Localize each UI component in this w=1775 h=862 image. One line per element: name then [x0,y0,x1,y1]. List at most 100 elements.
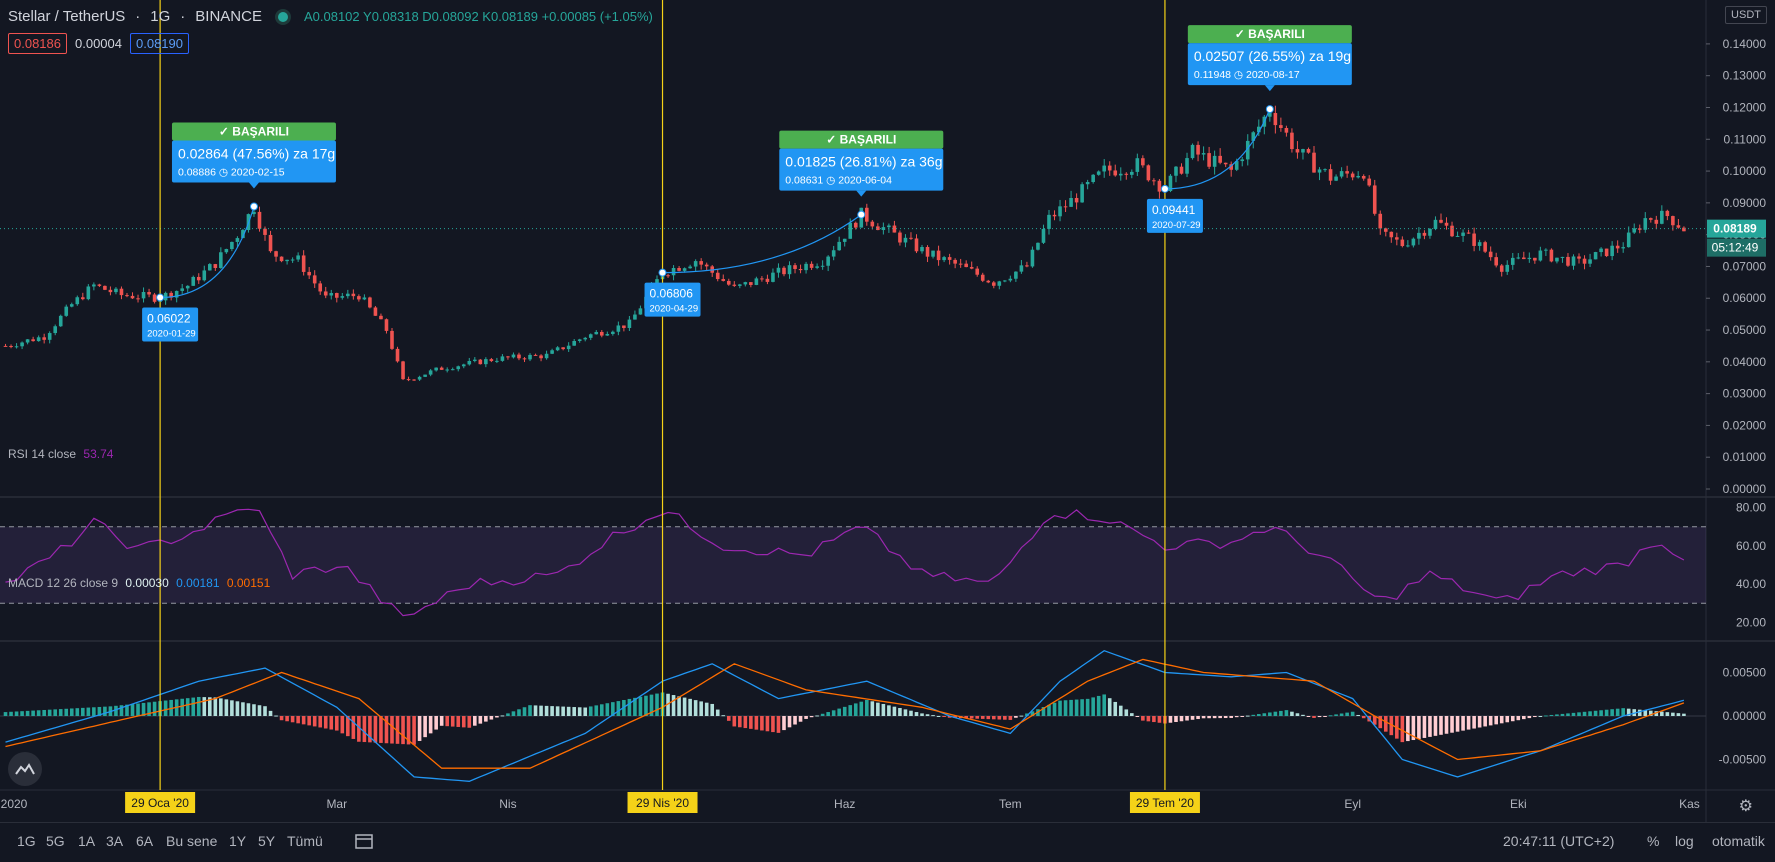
candle-body [417,376,422,380]
candle-body [1477,242,1482,246]
macd-hist-bar [141,702,146,716]
candle-body [1063,206,1068,208]
settings-gear-icon[interactable]: ⚙ [1738,798,1753,815]
macd-hist-bar [1080,699,1084,716]
currency-badge[interactable]: USDT [1725,6,1767,24]
signal-status-badge[interactable] [1187,25,1352,44]
timeframe-tümü[interactable]: Tümü [287,833,323,849]
signal-entry-dot[interactable] [658,268,667,277]
candle-body [318,283,323,292]
signal-entry-dot[interactable] [1160,184,1169,193]
signal-status-badge[interactable] [171,122,336,141]
candle-body [754,278,759,285]
macd-line [5,649,1685,782]
candle-body [1207,153,1211,167]
clock-readout[interactable]: 20:47:11 (UTC+2) [1503,833,1615,849]
auto-scale-toggle[interactable]: otomatik [1712,833,1765,849]
timeframe-1g[interactable]: 1G [17,833,36,849]
candle-body [1345,171,1349,174]
macd-hist-bar [1356,714,1360,716]
candle-body [235,238,240,242]
signal-target-label: 0.08886 ◷ 2020-02-15 [178,166,285,178]
timeframe-5g[interactable]: 5G [46,833,65,849]
macd-hist-bar [484,716,488,722]
macd-legend[interactable]: MACD 12 26 close 9 0.00030 0.00181 0.001… [8,576,270,590]
candle-body [964,263,968,268]
candle-body [1505,264,1510,272]
rsi-line [5,508,1685,617]
candle-body [1461,232,1465,236]
signal-result-badge[interactable] [171,140,336,183]
candle-body [599,331,604,336]
macd-hist-bar [1654,711,1659,716]
signal-entry-badge[interactable] [1146,198,1203,233]
buy-price-button[interactable]: 0.08190 [130,33,189,54]
candle-body [1091,174,1095,183]
candle-body [362,297,367,300]
time-tick-label: Kas [1679,797,1700,811]
candle-body [478,359,483,365]
macd-hist-bar [395,716,400,744]
signal-entry-dot[interactable] [156,293,165,302]
macd-hist-bar [975,716,980,719]
macd-hist-bar [809,716,814,718]
candle-body [1074,197,1079,203]
rsi-legend[interactable]: RSI 14 close 53.74 [8,447,113,461]
macd-hist-bar [1444,716,1449,734]
macd-hist-bar [726,716,731,721]
candle-body [163,292,168,301]
candle-body [666,275,670,277]
signal-result-badge[interactable] [779,148,944,191]
log-toggle[interactable]: log [1675,833,1694,849]
candle-body [461,364,466,367]
candle-body [301,255,306,272]
macd-hist-bar [362,716,367,743]
candle-body [1146,165,1151,181]
macd-hist-bar [467,716,472,728]
macd-hist-bar [876,702,880,716]
interval-label[interactable]: 1G [150,8,171,25]
signal-target-dot[interactable] [857,210,866,219]
signal-gain-label: 0.01825 (26.81%) za 36g [785,154,942,170]
sell-price-button[interactable]: 0.08186 [8,33,67,54]
timeframe-1y[interactable]: 1Y [229,833,247,849]
macd-hist-bar [550,706,554,716]
tradingview-logo-icon[interactable] [8,752,42,786]
candle-body [406,379,411,381]
macd-hist-bar [1676,713,1681,716]
symbol-header[interactable]: Stellar / TetherUS · 1G · BINANCE A0.08102… [8,8,653,25]
candle-body [390,330,394,349]
timeframe-3a[interactable]: 3A [106,833,124,849]
candle-body [1306,149,1311,153]
signal-entry-badge[interactable] [644,282,701,317]
candle-body [1047,214,1051,229]
macd-hist-bar [1096,695,1101,716]
macd-hist-bar [887,705,891,716]
signal-target-dot[interactable] [1265,105,1274,114]
candle-body [1185,158,1189,174]
macd-hist-bar [820,713,825,716]
symbol-name[interactable]: Stellar / TetherUS [8,8,126,25]
date-range-icon[interactable] [355,833,373,852]
timeframe-1a[interactable]: 1A [78,833,96,849]
candle-body [290,259,295,261]
candle-body [732,284,737,286]
macd-hist-bar [1229,716,1233,718]
macd-hist-bar [1207,716,1211,719]
percent-toggle[interactable]: % [1647,833,1660,849]
macd-hist-bar [196,696,201,716]
price-tick-label: 0.02000 [1723,418,1767,432]
macd-hist-bar [246,703,251,716]
macd-hist-bar [787,716,792,728]
timeframe-6a[interactable]: 6A [136,833,154,849]
signal-entry-badge[interactable] [142,307,199,342]
signal-result-badge[interactable] [1187,43,1352,86]
macd-hist-bar [1245,715,1250,717]
timeframe-5y[interactable]: 5Y [258,833,276,849]
timeframe-bu-sene[interactable]: Bu sene [166,833,218,849]
signal-target-dot[interactable] [249,202,258,211]
macd-hist-bar [754,716,759,730]
macd-hist-bar [202,697,207,716]
signal-status-badge[interactable] [779,130,944,149]
